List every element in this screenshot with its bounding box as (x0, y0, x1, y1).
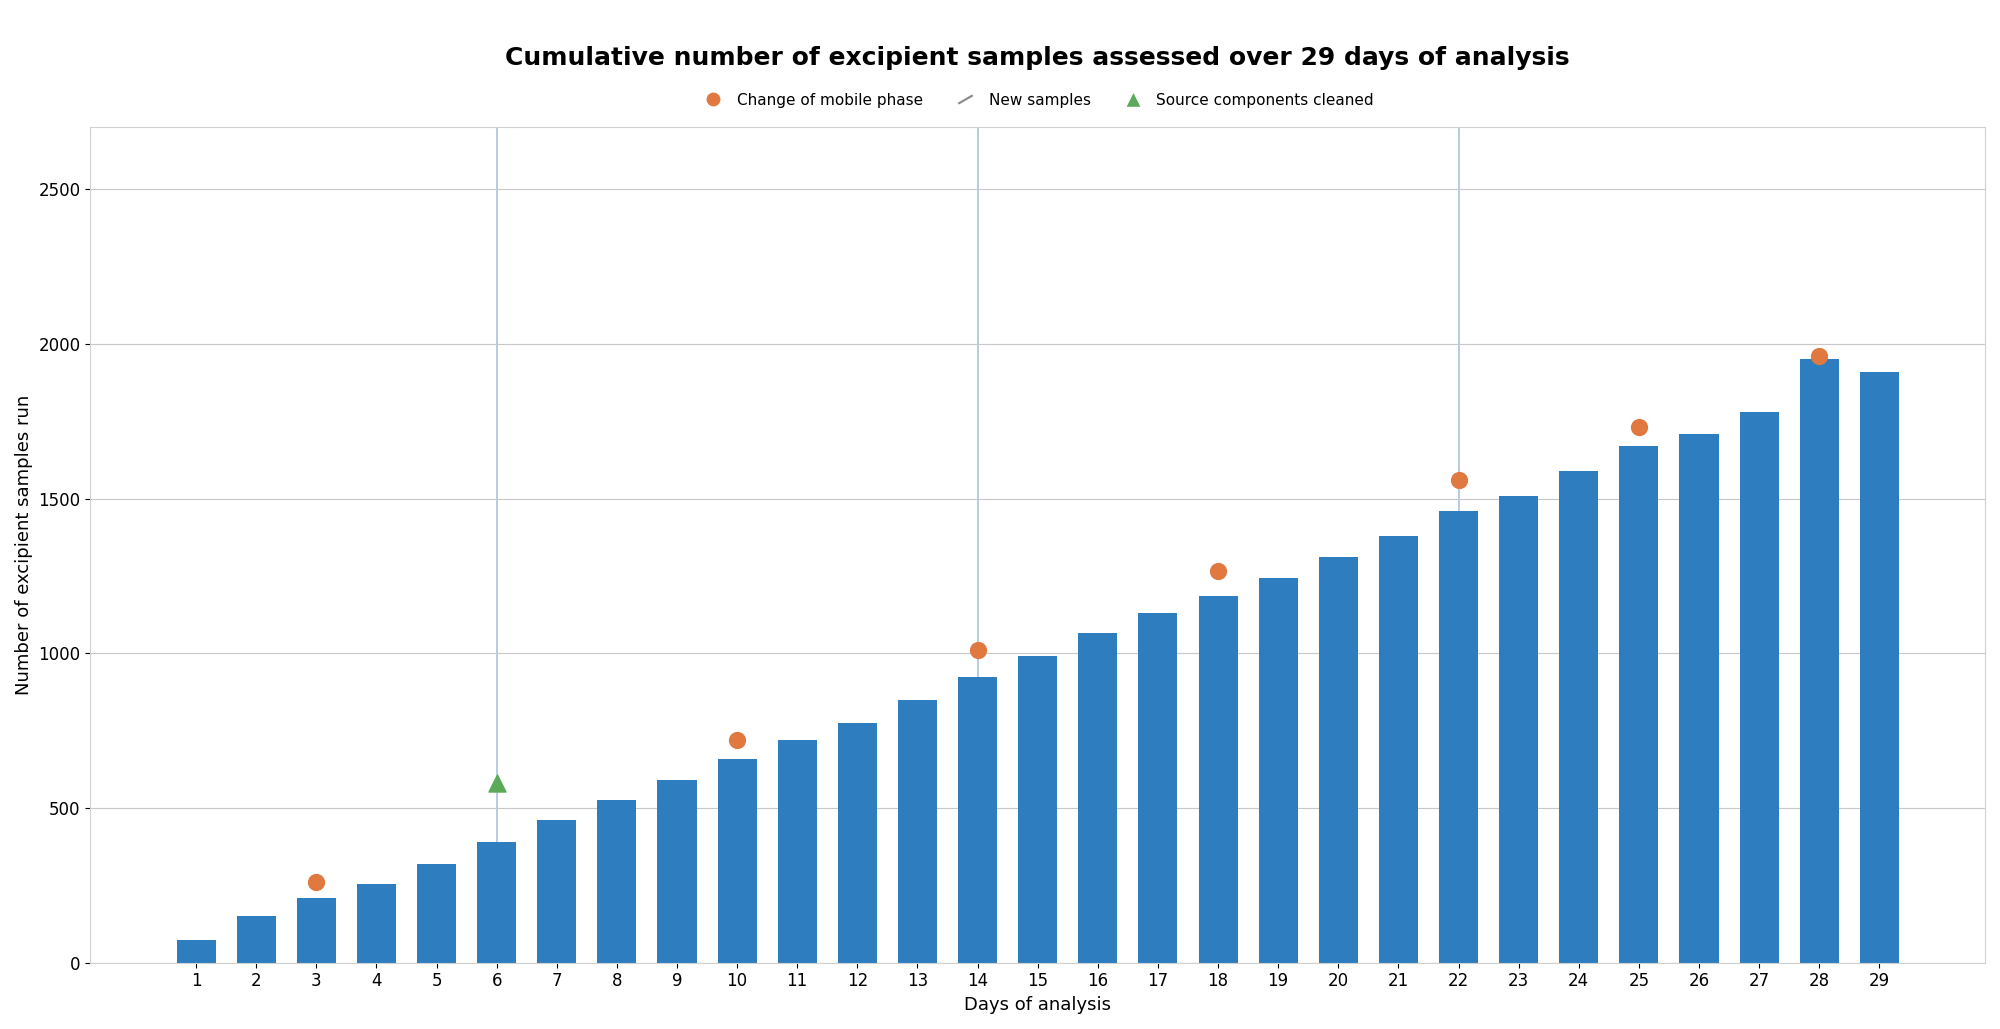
Legend: Change of mobile phase, New samples, Source components cleaned: Change of mobile phase, New samples, Sou… (696, 86, 1380, 114)
Bar (1560, 471, 1598, 963)
Point (1622, 419, 1654, 435)
Point (962, 642, 994, 659)
Bar (538, 820, 576, 963)
Bar (176, 939, 216, 963)
Bar (1018, 657, 1058, 963)
Bar (478, 842, 516, 963)
Bar (1680, 433, 1718, 963)
Bar (1318, 558, 1358, 963)
X-axis label: Days of analysis: Days of analysis (964, 996, 1112, 1014)
Bar (356, 884, 396, 963)
Point (300, 874, 332, 890)
Point (1202, 563, 1234, 579)
Bar (1078, 633, 1118, 963)
Bar (1198, 596, 1238, 963)
Bar (838, 723, 876, 963)
Point (1804, 348, 1836, 364)
Point (1442, 472, 1474, 489)
Bar (898, 700, 938, 963)
Title: Cumulative number of excipient samples assessed over 29 days of analysis: Cumulative number of excipient samples a… (506, 46, 1570, 70)
Bar (658, 780, 696, 963)
Y-axis label: Number of excipient samples run: Number of excipient samples run (14, 395, 32, 696)
Point (480, 775, 512, 791)
Bar (1500, 496, 1538, 963)
Bar (1800, 359, 1838, 963)
Bar (718, 758, 756, 963)
Bar (296, 897, 336, 963)
Bar (958, 676, 998, 963)
Bar (1860, 371, 1898, 963)
Bar (1740, 412, 1778, 963)
Bar (1138, 613, 1178, 963)
Bar (416, 863, 456, 963)
Bar (236, 916, 276, 963)
Bar (1620, 446, 1658, 963)
Bar (1438, 511, 1478, 963)
Point (722, 732, 754, 748)
Bar (1258, 577, 1298, 963)
Bar (778, 740, 816, 963)
Bar (1378, 536, 1418, 963)
Bar (598, 801, 636, 963)
